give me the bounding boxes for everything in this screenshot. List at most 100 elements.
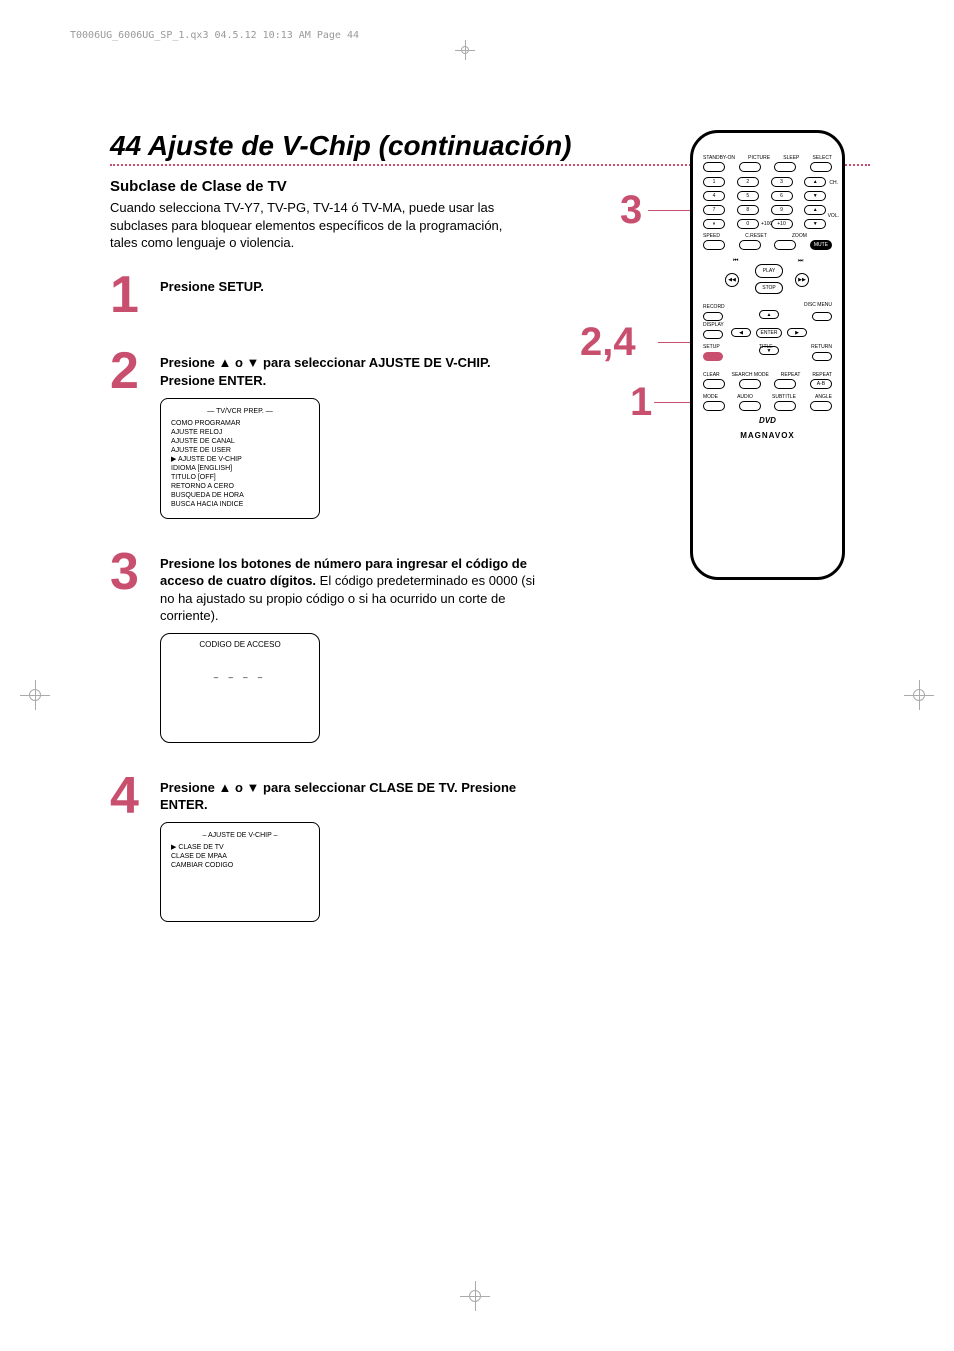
code-value: – – – – — [167, 673, 313, 684]
left-button[interactable]: ◀ — [731, 328, 751, 337]
record-button[interactable] — [703, 312, 723, 321]
clear-button[interactable] — [703, 379, 725, 389]
ch-down-button[interactable]: ▼ — [804, 191, 826, 201]
btn-label: REPEAT — [781, 372, 801, 378]
menu-item: TITULO [OFF] — [171, 473, 309, 482]
speed-button[interactable] — [703, 240, 725, 250]
num-3-button[interactable]: 3 — [771, 177, 793, 187]
title-label: TITLE — [759, 344, 773, 350]
ch-up-button[interactable]: ▲ — [804, 177, 826, 187]
menu-item: AJUSTE DE USER — [171, 446, 309, 455]
btn-label: ANGLE — [815, 394, 832, 400]
menu-item: CLASE DE MPAA — [171, 852, 309, 861]
right-button[interactable]: ▶ — [787, 328, 807, 337]
num-8-button[interactable]: 8 — [737, 205, 759, 215]
enter-button[interactable]: ENTER — [756, 328, 782, 338]
mute-button[interactable]: MUTE — [810, 240, 832, 250]
menu-item: BUSQUEDA DE HORA — [171, 491, 309, 500]
return-button[interactable] — [812, 352, 832, 361]
display-button[interactable] — [703, 330, 723, 339]
button-row: MUTE — [703, 240, 832, 250]
code-title: CODIGO DE ACCESO — [167, 640, 313, 651]
setup-label: SETUP — [703, 344, 720, 350]
num-1-button[interactable]: 1 — [703, 177, 725, 187]
subtitle-button[interactable] — [774, 401, 796, 411]
btn-label: SUBTITLE — [772, 394, 796, 400]
pause-button[interactable]: ⏸ — [703, 219, 725, 229]
step-4: 4 Presione ▲ o ▼ para seleccionar CLASE … — [110, 773, 540, 922]
step-body: Presione los botones de número para ingr… — [160, 549, 540, 743]
menu-item: COMO PROGRAMAR — [171, 419, 309, 428]
btn-label: AUDIO — [737, 394, 753, 400]
menu-box-vchip: – AJUSTE DE V-CHIP – CLASE DE TV CLASE D… — [160, 822, 320, 922]
search-mode-button[interactable] — [739, 379, 761, 389]
repeat-ab-button[interactable]: A-B — [810, 379, 832, 389]
audio-button[interactable] — [739, 401, 761, 411]
label-row: CLEAR SEARCH MODE REPEAT REPEAT — [703, 372, 832, 378]
menu-title: — TV/VCR PREP. — — [171, 407, 309, 416]
callout-1: 1 — [630, 380, 652, 425]
rewind-button[interactable]: ◀◀ — [725, 273, 739, 287]
menu-item: CAMBIAR CODIGO — [171, 861, 309, 870]
vol-down-button[interactable]: ▼ — [804, 219, 826, 229]
skip-back-icon: ⏮ — [733, 258, 738, 265]
menu-item: AJUSTE RELOJ — [171, 428, 309, 437]
disc-menu-label: DISC MENU — [804, 302, 832, 308]
num-2-button[interactable]: 2 — [737, 177, 759, 187]
callout-3: 3 — [620, 188, 642, 233]
select-button[interactable] — [810, 162, 832, 172]
intro-paragraph: Cuando selecciona TV-Y7, TV-PG, TV-14 ó … — [110, 199, 510, 252]
step-bold: Presione ▲ o ▼ para seleccionar CLASE DE… — [160, 780, 516, 813]
btn-label: CLEAR — [703, 372, 720, 378]
menu-item: IDIOMA [ENGLISH] — [171, 464, 309, 473]
btn-label: SEARCH MODE — [732, 372, 769, 378]
brand-label: MAGNAVOX — [703, 431, 832, 440]
num-4-button[interactable]: 4 — [703, 191, 725, 201]
picture-button[interactable] — [739, 162, 761, 172]
step-number: 1 — [110, 272, 160, 319]
stop-button[interactable]: STOP — [755, 282, 783, 294]
creset-button[interactable] — [739, 240, 761, 250]
sleep-button[interactable] — [774, 162, 796, 172]
button-row — [703, 162, 832, 172]
disc-menu-button[interactable] — [812, 312, 832, 321]
step-number: 2 — [110, 348, 160, 518]
step-1: 1 Presione SETUP. — [110, 272, 540, 319]
registration-mark-bottom — [460, 1281, 490, 1311]
step-number: 3 — [110, 549, 160, 743]
remote-body: STANDBY-ON PICTURE SLEEP SELECT 1 2 3 ▲ … — [690, 130, 845, 580]
registration-mark-left — [20, 680, 50, 710]
mode-button[interactable] — [703, 401, 725, 411]
num-6-button[interactable]: 6 — [771, 191, 793, 201]
menu-item: BUSCA HACIA INDICE — [171, 500, 309, 509]
access-code-box: CODIGO DE ACCESO – – – – — [160, 633, 320, 743]
up-button[interactable]: ▲ — [759, 310, 779, 319]
plus100-label: +100 — [761, 221, 772, 227]
num-5-button[interactable]: 5 — [737, 191, 759, 201]
step-body: Presione ▲ o ▼ para seleccionar CLASE DE… — [160, 773, 540, 922]
ffwd-button[interactable]: ▶▶ — [795, 273, 809, 287]
btn-label: SPEED — [703, 233, 720, 239]
angle-button[interactable] — [810, 401, 832, 411]
zoom-button[interactable] — [774, 240, 796, 250]
step-body: Presione ▲ o ▼ para seleccionar AJUSTE D… — [160, 348, 540, 518]
vol-up-button[interactable]: ▲ — [804, 205, 826, 215]
repeat-button[interactable] — [774, 379, 796, 389]
num-9-button[interactable]: 9 — [771, 205, 793, 215]
btn-label: REPEAT — [812, 372, 832, 378]
dpad-cluster: RECORD DISC MENU ▲ ▼ ◀ ▶ ENTER DISPLAY S… — [703, 306, 832, 366]
btn-label: PICTURE — [748, 155, 770, 161]
step-bold: Presione ▲ o ▼ para seleccionar AJUSTE D… — [160, 355, 491, 388]
plus10-button[interactable]: +10 — [771, 219, 793, 229]
num-7-button[interactable]: 7 — [703, 205, 725, 215]
step-3: 3 Presione los botones de número para in… — [110, 549, 540, 743]
callout-line — [648, 210, 696, 211]
num-0-button[interactable]: 0 — [737, 219, 759, 229]
menu-item: AJUSTE DE CANAL — [171, 437, 309, 446]
stop-label: STOP — [762, 285, 776, 291]
step-2: 2 Presione ▲ o ▼ para seleccionar AJUSTE… — [110, 348, 540, 518]
standby-button[interactable] — [703, 162, 725, 172]
play-button[interactable]: PLAY — [755, 264, 783, 278]
setup-button[interactable] — [703, 352, 723, 361]
menu-box-tvvcr: — TV/VCR PREP. — COMO PROGRAMAR AJUSTE R… — [160, 398, 320, 519]
